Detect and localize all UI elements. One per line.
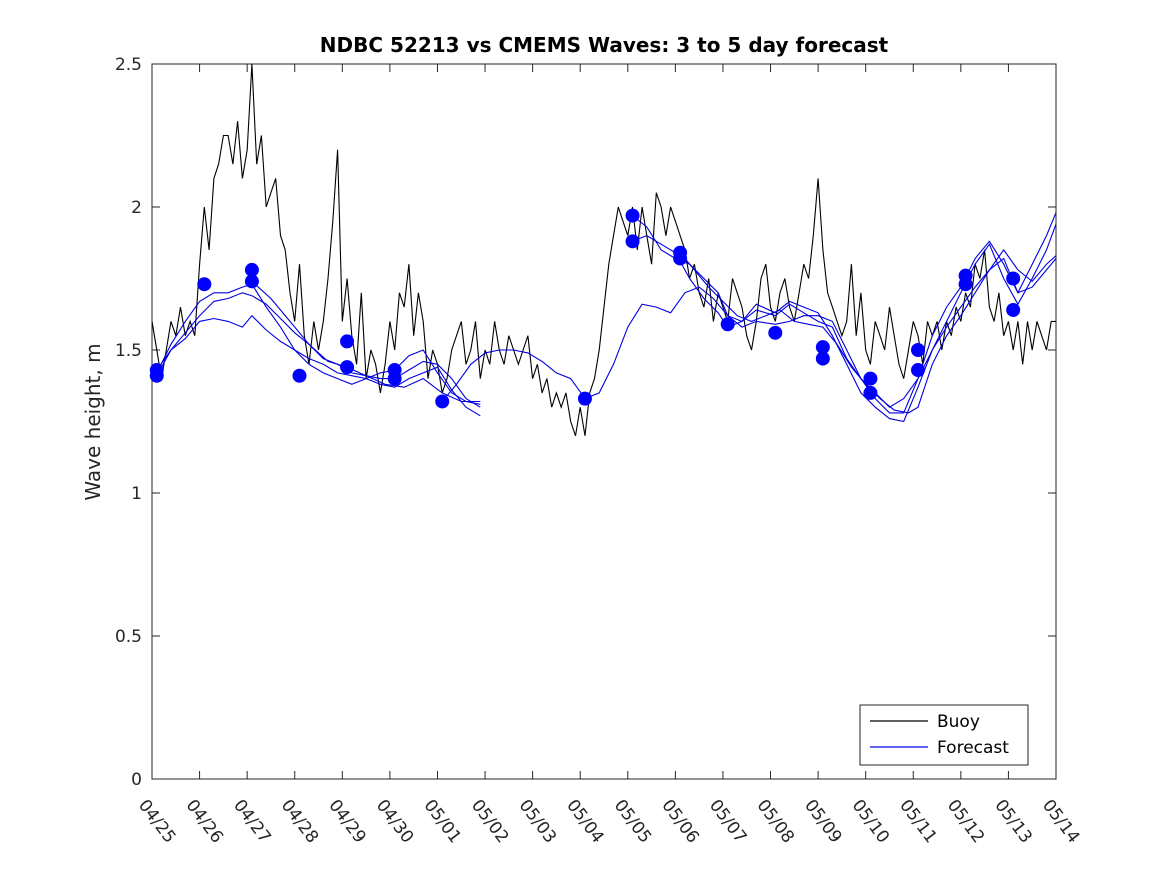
series-forecast xyxy=(632,212,1056,414)
forecast-point xyxy=(340,360,355,375)
series-forecast xyxy=(441,248,1056,408)
forecast-point xyxy=(815,351,830,366)
y-tick-label: 1 xyxy=(131,484,142,504)
forecast-point xyxy=(625,234,640,249)
forecast-point xyxy=(149,368,164,383)
forecast-point xyxy=(863,385,878,400)
forecast-point xyxy=(197,277,212,292)
legend: Buoy Forecast xyxy=(859,704,1029,766)
x-tick-label: 04/25 xyxy=(134,796,179,847)
x-tick-label: 05/02 xyxy=(467,796,512,847)
x-tick-label: 04/28 xyxy=(277,796,322,847)
forecast-point xyxy=(577,391,592,406)
forecast-point xyxy=(673,251,688,266)
x-tick-label: 05/08 xyxy=(753,796,798,847)
y-tick-label: 2 xyxy=(131,198,142,218)
forecast-point xyxy=(340,334,355,349)
y-axis-label: Wave height, m xyxy=(81,343,105,500)
x-tick-label: 04/26 xyxy=(182,796,227,847)
x-tick-label: 05/07 xyxy=(705,796,750,847)
forecast-point xyxy=(244,274,259,289)
y-tick-label: 0 xyxy=(131,770,142,790)
forecast-point xyxy=(720,317,735,332)
x-tick-label: 05/11 xyxy=(895,796,940,847)
x-tick-label: 04/29 xyxy=(324,796,369,847)
forecast-point xyxy=(435,394,450,409)
x-tick-label: 05/09 xyxy=(800,796,845,847)
x-tick-label: 05/03 xyxy=(515,796,560,847)
forecast-point xyxy=(292,368,307,383)
series-forecast xyxy=(251,280,481,403)
y-tick-label: 2.5 xyxy=(115,55,142,75)
x-tick-label: 05/10 xyxy=(848,796,893,847)
plot-area: 0 0.5 1 1.5 2 2.5 04/25 04/26 04/27 04/28 04/29 04/… xyxy=(115,55,1084,847)
forecast-point xyxy=(958,277,973,292)
x-tick-label: 05/01 xyxy=(419,796,464,847)
legend-label-buoy: Buoy xyxy=(937,712,980,732)
legend-box xyxy=(859,704,1029,766)
x-tick-label: 05/12 xyxy=(943,796,988,847)
x-tick-label: 05/13 xyxy=(990,796,1035,847)
forecast-point xyxy=(1006,302,1021,317)
forecast-point xyxy=(911,363,926,378)
forecast-point xyxy=(768,325,783,340)
forecast-point xyxy=(625,208,640,223)
y-tick-label: 1.5 xyxy=(115,341,142,361)
x-tick-label: 05/14 xyxy=(1038,796,1083,847)
x-tick-label: 05/05 xyxy=(610,796,655,847)
legend-label-forecast: Forecast xyxy=(937,738,1009,758)
forecast-point xyxy=(1006,271,1021,286)
x-tick-label: 05/06 xyxy=(657,796,702,847)
forecast-point xyxy=(911,343,926,357)
y-tick-label: 0.5 xyxy=(115,627,142,647)
x-tick-label: 04/27 xyxy=(229,796,274,847)
series-forecast xyxy=(632,224,1056,423)
series-forecast xyxy=(156,283,481,405)
x-tick-label: 05/04 xyxy=(562,796,607,847)
chart-title: NDBC 52213 vs CMEMS Waves: 3 to 5 day fo… xyxy=(320,33,889,57)
x-tick-label: 04/30 xyxy=(372,796,417,847)
plot-frame xyxy=(151,63,1057,780)
forecast-point xyxy=(387,371,402,386)
series-forecast xyxy=(156,314,481,417)
forecast-point xyxy=(863,371,878,386)
series-buoy xyxy=(152,64,1056,436)
